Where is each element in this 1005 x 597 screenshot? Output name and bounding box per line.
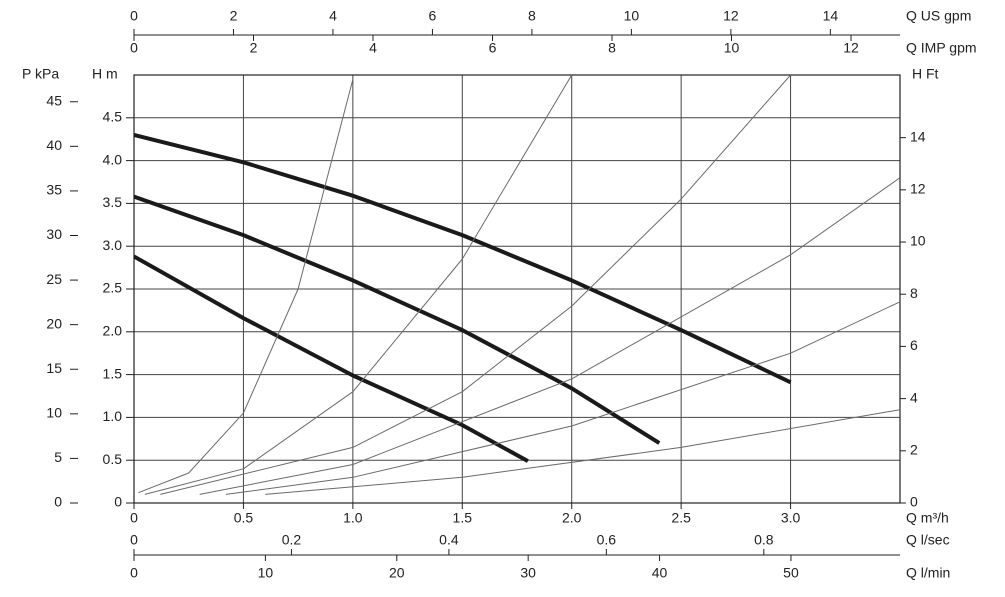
tick-label: 35 (46, 182, 62, 198)
tick-label: 6 (910, 337, 918, 353)
tick-label: 0.2 (282, 532, 302, 548)
curve (134, 254, 529, 463)
tick-label: 8 (528, 8, 536, 24)
y-tick-label: 4.0 (103, 151, 123, 167)
y-tick-label: 1.0 (103, 408, 123, 424)
tick-label: 10 (258, 565, 274, 581)
tick-label: 20 (46, 315, 62, 331)
tick-label: 10 (624, 8, 640, 24)
tick-label: 4 (329, 8, 337, 24)
tick-label: 10 (724, 40, 740, 56)
tick-label: 14 (823, 8, 839, 24)
tick-label: 10 (910, 233, 926, 249)
tick-label: 8 (910, 285, 918, 301)
tick-label: 40 (652, 565, 668, 581)
tick-label: 20 (389, 565, 405, 581)
axis-label: Q IMP gpm (906, 40, 977, 56)
tick-label: 2 (910, 442, 918, 458)
axis-label: Q l/min (906, 565, 950, 581)
x-tick-label: 1.5 (453, 510, 473, 526)
x-tick-label: 2.5 (671, 510, 691, 526)
x-tick-label: 2.0 (562, 510, 582, 526)
tick-label: 0 (130, 565, 138, 581)
y-tick-label: 0.5 (103, 451, 123, 467)
curve (134, 132, 792, 385)
tick-label: 30 (46, 226, 62, 242)
tick-label: 0 (910, 494, 918, 510)
curve (225, 301, 900, 495)
tick-label: 4 (369, 40, 377, 56)
tick-label: 12 (843, 40, 859, 56)
x-tick-label: 3.0 (781, 510, 801, 526)
plot-frame (133, 74, 901, 504)
tick-label: 25 (46, 271, 62, 287)
y-axis-label: H m (92, 66, 118, 82)
tick-label: 0.8 (754, 532, 774, 548)
tick-label: 40 (46, 137, 62, 153)
curve (199, 177, 900, 495)
tick-label: 30 (520, 565, 536, 581)
tick-label: 12 (723, 8, 739, 24)
y-tick-label: 1.5 (103, 365, 123, 381)
tick-label: 5 (54, 449, 62, 465)
axis-label: H Ft (912, 66, 939, 82)
curve (134, 194, 661, 445)
tick-label: 2 (230, 8, 238, 24)
y-tick-label: 3.0 (103, 237, 123, 253)
tick-label: 6 (429, 8, 437, 24)
tick-label: 50 (783, 565, 799, 581)
tick-label: 0 (130, 532, 138, 548)
x-tick-label: 0.5 (234, 510, 254, 526)
tick-label: 0 (130, 40, 138, 56)
y-tick-label: 2.0 (103, 323, 123, 339)
tick-label: 4 (910, 389, 918, 405)
tick-label: 6 (489, 40, 497, 56)
tick-label: 12 (910, 181, 926, 197)
tick-label: 0 (54, 494, 62, 510)
tick-label: 10 (46, 405, 62, 421)
y-tick-label: 3.5 (103, 194, 123, 210)
x-tick-label: 0 (130, 510, 138, 526)
tick-label: 14 (910, 128, 926, 144)
y-tick-label: 2.5 (103, 280, 123, 296)
y-tick-label: 0 (114, 494, 122, 510)
curve (265, 409, 900, 495)
curve (138, 79, 354, 494)
x-tick-label: 1.0 (343, 510, 363, 526)
tick-label: 2 (250, 40, 258, 56)
tick-label: 0 (130, 8, 138, 24)
curve (144, 75, 573, 495)
tick-label: 15 (46, 360, 62, 376)
x-axis-label: Q m³/h (906, 510, 949, 526)
tick-label: 0.6 (597, 532, 617, 548)
curve (160, 75, 791, 495)
tick-label: 0.4 (439, 532, 459, 548)
curves (134, 75, 900, 495)
tick-label: 8 (608, 40, 616, 56)
axis-label: Q US gpm (906, 8, 971, 24)
y-tick-label: 4.5 (103, 109, 123, 125)
axis-label: Q l/sec (906, 532, 950, 548)
tick-label: 45 (46, 92, 62, 108)
axis-label: P kPa (22, 66, 59, 82)
